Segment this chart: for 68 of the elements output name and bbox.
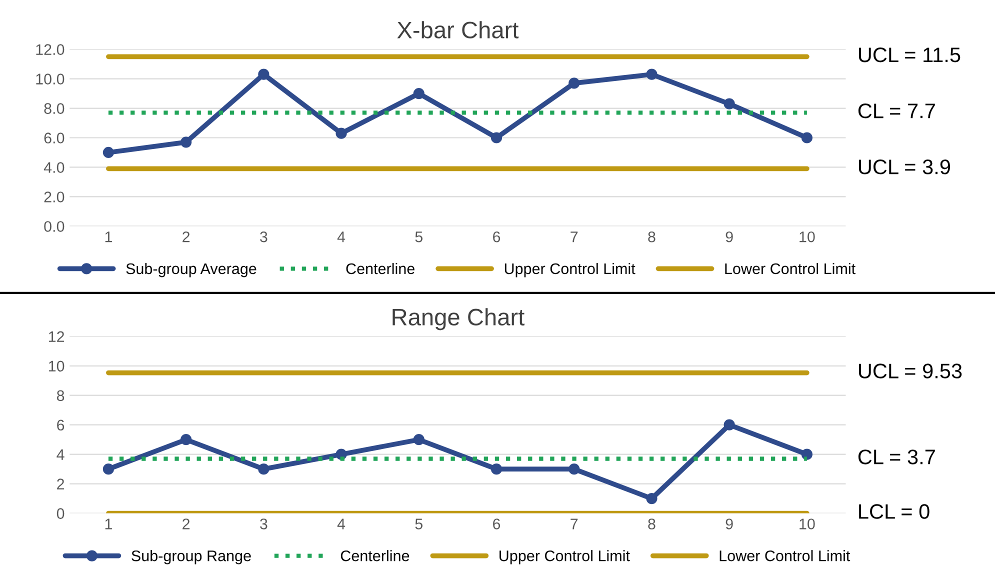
y-tick-label: 8.0 <box>44 103 64 114</box>
y-tick-label: 6.0 <box>44 132 64 144</box>
x-tick-label: 2 <box>182 231 190 242</box>
point <box>102 146 114 158</box>
x-tick-label: 1 <box>105 518 112 530</box>
chart-title: X-bar Chart <box>397 21 519 38</box>
legend-label: Upper Control Limit <box>504 262 636 278</box>
point <box>102 464 114 475</box>
x-tick-label: 4 <box>337 518 346 530</box>
point <box>490 132 502 144</box>
point <box>336 128 347 139</box>
chart-title: Range Chart <box>392 308 524 330</box>
point <box>258 464 270 475</box>
x-tick-label: 9 <box>726 518 733 530</box>
point <box>490 464 502 475</box>
point <box>568 78 580 89</box>
point <box>724 419 735 430</box>
point <box>724 98 735 110</box>
y-tick-label: 2.0 <box>44 192 64 202</box>
x-tick-label: 7 <box>570 518 578 530</box>
point <box>568 464 580 475</box>
x-tick-label: 10 <box>800 518 815 530</box>
legend-label: Sub-group Average <box>126 262 256 278</box>
legend-label: Centerline <box>340 550 410 562</box>
y-tick-label: 8 <box>56 390 64 402</box>
text: CL = 7.7 <box>858 104 935 118</box>
point <box>646 68 658 80</box>
x-tick-label: 7 <box>570 232 578 242</box>
text: LCL = 0 <box>859 504 930 519</box>
y-tick-label: 10 <box>48 360 64 372</box>
y-tick-label: 6 <box>57 420 64 431</box>
x-tick-label: 3 <box>260 231 268 242</box>
legend-label: Sub-group Range <box>132 550 251 564</box>
legend-label: Centerline <box>346 262 414 274</box>
text: UCL = 11.5 <box>859 48 960 62</box>
x-tick-label: 6 <box>493 231 500 242</box>
x-tick-label: 10 <box>800 231 815 242</box>
legend-label: Upper Control Limit <box>500 550 630 564</box>
x-tick-label: 5 <box>415 232 423 242</box>
point <box>180 136 192 148</box>
x-tick-label: 5 <box>415 518 423 530</box>
y-tick-label: 0.0 <box>44 221 64 232</box>
point <box>180 434 192 446</box>
point <box>258 68 270 80</box>
y-tick-label: 12.0 <box>36 44 64 55</box>
y-tick-label: 12 <box>48 331 64 342</box>
text: UCL = 3.9 <box>859 160 950 174</box>
x-tick-label: 4 <box>337 232 346 242</box>
text: UCL = 9.53 <box>859 364 962 378</box>
point <box>646 493 658 504</box>
text: CL = 3.7 <box>858 450 935 464</box>
point <box>413 88 424 100</box>
x-tick-label: 1 <box>105 232 112 242</box>
x-tick-label: 8 <box>648 231 656 242</box>
x-tick-label: 6 <box>493 518 500 530</box>
x-tick-label: 3 <box>260 518 268 530</box>
y-tick-label: 2 <box>57 478 64 490</box>
x-tick-label: 2 <box>182 518 190 530</box>
y-tick-label: 10.0 <box>36 74 64 84</box>
x-tick-label: 9 <box>726 231 733 242</box>
point <box>801 132 812 144</box>
point <box>413 434 424 446</box>
y-tick-label: 4 <box>56 449 64 460</box>
x-tick-label: 8 <box>648 518 656 530</box>
legend-label: Lower Control Limit <box>725 262 856 274</box>
y-tick-label: 4.0 <box>44 162 64 173</box>
legend-label: Lower Control Limit <box>720 550 850 562</box>
y-tick-label: 0 <box>56 508 64 519</box>
